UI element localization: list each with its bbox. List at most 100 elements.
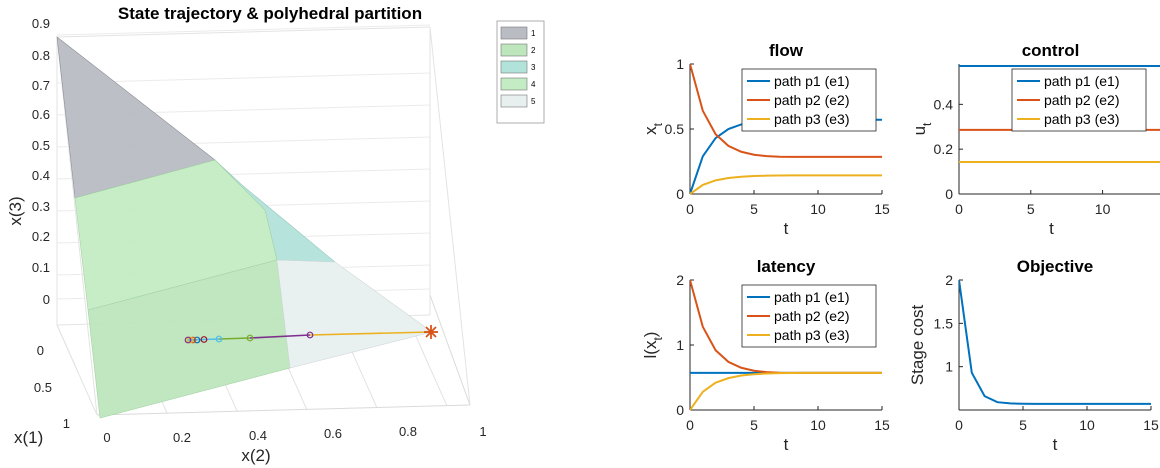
latency-y-tick-label: 2 — [676, 272, 684, 288]
control-legend-label-3: path p3 (e3) — [1044, 111, 1120, 127]
latency-legend-label-2: path p2 (e2) — [774, 308, 850, 324]
flow-x-tick-label: 0 — [686, 201, 694, 217]
svg-text:0: 0 — [37, 343, 44, 358]
flow-legend-label-2: path p2 (e2) — [774, 92, 850, 108]
flow-x-tick-label: 5 — [750, 201, 758, 217]
state-trajectory — [184, 325, 438, 344]
objective-y-tick-label: 1 — [945, 359, 953, 375]
flow-legend-label-3: path p3 (e3) — [774, 111, 850, 127]
objective-x-axis-label: t — [1053, 435, 1058, 454]
control-legend-label-2: path p2 (e2) — [1044, 92, 1120, 108]
svg-text:0.3: 0.3 — [32, 199, 50, 214]
flow-legend: path p1 (e1) path p2 (e2) path p3 (e3) — [741, 68, 877, 132]
flow-x-axis-label: t — [784, 219, 789, 238]
legend-swatch-1 — [500, 26, 528, 40]
objective-series-line-1 — [959, 279, 1151, 405]
latency-title: latency — [757, 257, 816, 276]
control-x-tick-label: 0 — [955, 201, 963, 217]
objective-y-axis-label: Stage cost — [908, 305, 927, 386]
svg-text:0.6: 0.6 — [324, 426, 342, 441]
flow-y-axis-label: xt — [641, 122, 665, 135]
svg-text:0.1: 0.1 — [32, 260, 50, 275]
x-axis-label: x(2) — [241, 446, 270, 465]
control-x-tick-label: 10 — [1095, 201, 1111, 217]
svg-text:0.5: 0.5 — [34, 380, 52, 395]
start-star-marker — [424, 325, 438, 339]
objective-x-tick-label: 5 — [1019, 417, 1027, 433]
svg-text:0.5: 0.5 — [32, 138, 50, 153]
flow-legend-label-1: path p1 (e1) — [774, 73, 850, 89]
latency-y-axis-label: l(xt) — [641, 332, 665, 359]
flow-x-tick-label: 15 — [874, 201, 890, 217]
flow-y-tick-label: 1 — [676, 56, 684, 72]
legend-swatch-4 — [500, 77, 528, 91]
legend-label-2: 2 — [531, 46, 536, 55]
objective-y-tick-label: 2 — [945, 272, 953, 288]
flow-y-tick-label: 0.5 — [665, 121, 685, 137]
svg-text:0: 0 — [103, 430, 110, 445]
flow-series-line-3 — [690, 174, 882, 195]
partition-legend: 1 2 3 4 5 — [496, 20, 545, 124]
latency-legend-label-1: path p1 (e1) — [774, 289, 850, 305]
flow-panel: 0 5 10 15 0 0.5 1 flow t xt path p1 (e1) path p2 (e… — [641, 41, 890, 238]
flow-y-tick-label: 0 — [676, 186, 684, 202]
objective-x-tick-label: 0 — [955, 417, 963, 433]
svg-text:0.8: 0.8 — [399, 424, 417, 439]
legend-swatch-3 — [500, 60, 528, 74]
legend-swatch-2 — [500, 43, 528, 57]
latency-series-line-3 — [690, 371, 882, 411]
objective-y-tick-label: 1.5 — [934, 315, 954, 331]
latency-legend: path p1 (e1) path p2 (e2) path p3 (e3) — [741, 284, 877, 348]
svg-text:0.8: 0.8 — [32, 48, 50, 63]
objective-panel: 0 5 10 15 1 1.5 2 Objective t Stage cost — [908, 257, 1159, 454]
latency-x-tick-label: 0 — [686, 417, 694, 433]
legend-label-5: 5 — [531, 97, 536, 106]
control-y-tick-label: 0.4 — [934, 96, 954, 112]
legend-label-3: 3 — [531, 63, 536, 72]
control-x-tick-label: 5 — [1027, 201, 1035, 217]
control-legend: path p1 (e1) path p2 (e2) path p3 (e3) — [1011, 68, 1147, 132]
legend-label-4: 4 — [531, 80, 536, 89]
y-axis-ticks: 0 0.5 1 — [34, 343, 70, 431]
control-legend-label-1: path p1 (e1) — [1044, 73, 1120, 89]
legend-label-1: 1 — [531, 29, 536, 38]
latency-x-tick-label: 15 — [874, 417, 890, 433]
latency-x-axis-label: t — [784, 435, 789, 454]
svg-text:0.6: 0.6 — [32, 107, 50, 122]
region-5 — [276, 259, 433, 369]
flow-series-line-2 — [690, 63, 882, 158]
legend-swatch-5 — [500, 94, 528, 108]
x-axis-ticks: 0 0.2 0.4 0.6 0.8 1 — [103, 424, 486, 445]
z-axis-label: x(3) — [6, 196, 25, 225]
control-x-axis-label: t — [1049, 219, 1054, 238]
objective-x-tick-label: 15 — [1143, 417, 1159, 433]
chart-title-partition: State trajectory & polyhedral partition — [118, 4, 422, 23]
flow-x-tick-label: 10 — [810, 201, 826, 217]
svg-text:0.7: 0.7 — [32, 78, 50, 93]
svg-text:0: 0 — [43, 292, 50, 307]
objective-x-tick-label: 10 — [1079, 417, 1095, 433]
control-panel: 0 5 10 0 0.2 0.4 control t ut path p1 (e1) path p2… — [910, 41, 1160, 238]
latency-x-tick-label: 5 — [750, 417, 758, 433]
svg-text:1: 1 — [63, 416, 70, 431]
partition-3d-plot: State trajectory & polyhedral partition — [6, 4, 545, 465]
svg-text:0.2: 0.2 — [32, 229, 50, 244]
latency-legend-label-3: path p3 (e3) — [774, 327, 850, 343]
svg-text:0.4: 0.4 — [249, 428, 267, 443]
y-axis-label: x(1) — [14, 428, 43, 447]
objective-title: Objective — [1017, 257, 1094, 276]
flow-title: flow — [769, 41, 804, 60]
control-title: control — [1022, 41, 1080, 60]
control-y-tick-label: 0.2 — [934, 141, 954, 157]
control-y-axis-label: ut — [910, 122, 934, 135]
region-4 — [74, 159, 278, 311]
svg-text:0.9: 0.9 — [32, 16, 50, 31]
latency-y-tick-label: 0 — [676, 402, 684, 418]
control-y-tick-label: 0 — [945, 186, 953, 202]
svg-text:1: 1 — [479, 424, 486, 439]
z-axis-ticks: 0.9 0.8 0.7 0.6 0.5 0.4 0.3 0.2 0.1 0 — [32, 16, 50, 307]
svg-text:0.4: 0.4 — [32, 168, 50, 183]
latency-y-tick-label: 1 — [676, 337, 684, 353]
